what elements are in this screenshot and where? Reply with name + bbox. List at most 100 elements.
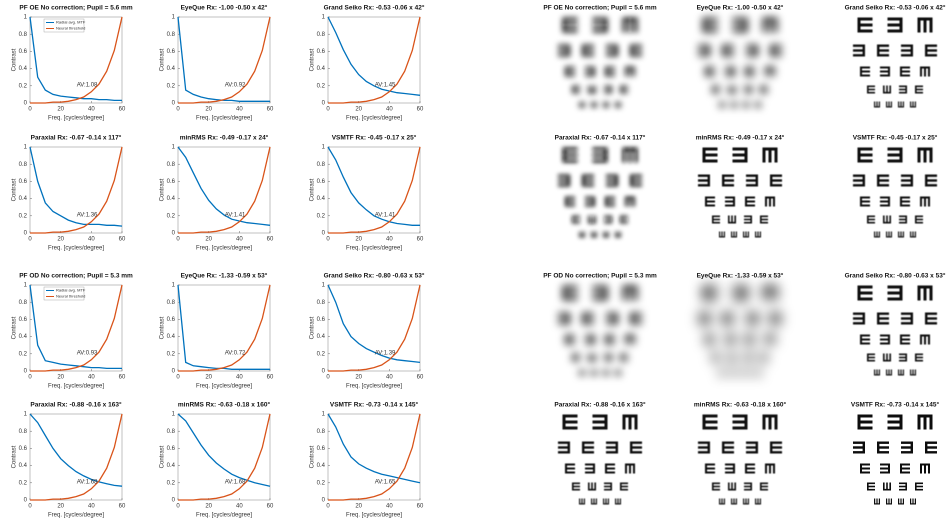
series-line xyxy=(328,284,421,372)
series-line xyxy=(328,413,421,501)
x-tick-label: 60 xyxy=(119,237,126,243)
series-line xyxy=(328,16,421,104)
x-tick-label: 20 xyxy=(57,375,64,381)
simulation-title: Paraxial Rx: -0.67 -0.14 x 117° xyxy=(555,134,646,142)
y-tick-label: 0.8 xyxy=(167,32,176,38)
simulation-title: minRMS Rx: -0.49 -0.17 x 24° xyxy=(696,134,785,142)
y-axis-label: Contrast xyxy=(160,48,166,71)
chart-title: minRMS Rx: -0.63 -0.18 x 160° xyxy=(178,401,271,409)
y-tick-label: 0.8 xyxy=(317,32,326,38)
y-tick-label: 1 xyxy=(172,412,176,418)
y-tick-label: 0.4 xyxy=(317,463,326,469)
annotation: AV:1.45 xyxy=(375,83,396,89)
simulation-title: PF OD No correction; Pupil = 5.3 mm xyxy=(543,273,657,280)
letter-chart xyxy=(558,285,642,376)
x-tick-label: 0 xyxy=(176,375,180,381)
x-tick-label: 0 xyxy=(326,237,330,243)
y-axis-label: Contrast xyxy=(160,316,166,339)
x-tick-label: 0 xyxy=(28,237,32,243)
y-tick-label: 1 xyxy=(322,412,326,418)
y-tick-label: 0.4 xyxy=(167,196,176,202)
plot-area xyxy=(327,284,421,372)
y-tick-label: 0.4 xyxy=(167,334,176,340)
annotation: AV:1.41 xyxy=(225,213,246,219)
y-tick-label: 0.2 xyxy=(317,213,326,219)
plot-area xyxy=(327,413,421,501)
letter-chart xyxy=(558,414,642,505)
x-axis-label: Freq. [cycles/degree] xyxy=(346,513,402,519)
series-line xyxy=(327,16,421,96)
y-tick-label: 0 xyxy=(322,498,326,504)
y-tick-label: 0 xyxy=(24,101,28,107)
y-tick-label: 0 xyxy=(322,231,326,237)
y-tick-label: 0 xyxy=(172,101,176,107)
x-tick-label: 40 xyxy=(236,237,243,243)
y-tick-label: 0.8 xyxy=(167,300,176,306)
y-tick-label: 0.6 xyxy=(167,446,176,452)
y-tick-label: 1 xyxy=(322,283,326,289)
y-axis-label: Contrast xyxy=(12,445,18,468)
simulation-title: EyeQue Rx: -1.00 -0.50 x 42° xyxy=(697,4,784,12)
y-axis-label: Contrast xyxy=(310,445,316,468)
y-tick-label: 0 xyxy=(172,369,176,375)
y-tick-label: 1 xyxy=(24,15,28,21)
y-axis-label: Contrast xyxy=(12,178,18,201)
y-tick-label: 1 xyxy=(172,145,176,151)
x-tick-label: 20 xyxy=(355,504,362,510)
y-tick-label: 1 xyxy=(24,412,28,418)
x-tick-label: 20 xyxy=(355,375,362,381)
series-line xyxy=(29,146,123,227)
letter-chart xyxy=(853,414,937,505)
letter-chart xyxy=(853,147,937,238)
annotation: AV:0.72 xyxy=(225,351,246,357)
y-tick-label: 0.2 xyxy=(317,351,326,357)
x-tick-label: 20 xyxy=(57,237,64,243)
chart-title: Grand Seiko Rx: -0.53 -0.06 x 42° xyxy=(324,4,425,12)
x-axis-label: Freq. [cycles/degree] xyxy=(196,513,252,519)
y-tick-label: 0.2 xyxy=(317,480,326,486)
series-line xyxy=(178,146,271,234)
y-tick-label: 0.2 xyxy=(19,213,28,219)
x-tick-label: 20 xyxy=(205,237,212,243)
chart-title: minRMS Rx: -0.49 -0.17 x 24° xyxy=(180,134,269,142)
series-line xyxy=(177,413,271,487)
x-tick-label: 20 xyxy=(205,504,212,510)
y-tick-label: 0.2 xyxy=(19,351,28,357)
x-tick-label: 40 xyxy=(88,237,95,243)
x-tick-label: 20 xyxy=(57,107,64,113)
y-tick-label: 0.6 xyxy=(19,446,28,452)
y-tick-label: 0.8 xyxy=(317,429,326,435)
x-axis-label: Freq. [cycles/degree] xyxy=(196,116,252,122)
x-tick-label: 0 xyxy=(176,107,180,113)
y-tick-label: 0.2 xyxy=(19,480,28,486)
y-tick-label: 0.4 xyxy=(167,66,176,72)
y-tick-label: 0.6 xyxy=(317,49,326,55)
x-axis-label: Freq. [cycles/degree] xyxy=(48,116,104,122)
x-tick-label: 60 xyxy=(267,504,274,510)
series-line xyxy=(30,16,123,104)
letter-chart xyxy=(698,285,782,376)
x-tick-label: 20 xyxy=(205,375,212,381)
x-tick-label: 60 xyxy=(119,107,126,113)
letter-chart xyxy=(558,17,642,108)
legend-label: Radial avg. MTF xyxy=(56,20,86,25)
series-line xyxy=(29,16,122,102)
simulation-title: EyeQue Rx: -1.33 -0.59 x 53° xyxy=(697,272,784,280)
legend-label: Neural threshold xyxy=(56,294,85,299)
plot-area xyxy=(327,146,421,234)
x-axis-label: Freq. [cycles/degree] xyxy=(196,246,252,252)
y-tick-label: 0.6 xyxy=(19,49,28,55)
y-tick-label: 0.6 xyxy=(19,179,28,185)
x-tick-label: 0 xyxy=(326,375,330,381)
plot-area xyxy=(177,16,271,104)
x-tick-label: 20 xyxy=(355,107,362,113)
series-line xyxy=(30,413,123,501)
y-tick-label: 0.2 xyxy=(167,213,176,219)
x-tick-label: 40 xyxy=(88,504,95,510)
plot-area xyxy=(327,16,421,104)
annotation: AV:1.08 xyxy=(77,83,98,89)
y-tick-label: 0.8 xyxy=(19,32,28,38)
y-tick-label: 0.8 xyxy=(317,162,326,168)
x-tick-label: 60 xyxy=(267,107,274,113)
y-tick-label: 0 xyxy=(322,101,326,107)
